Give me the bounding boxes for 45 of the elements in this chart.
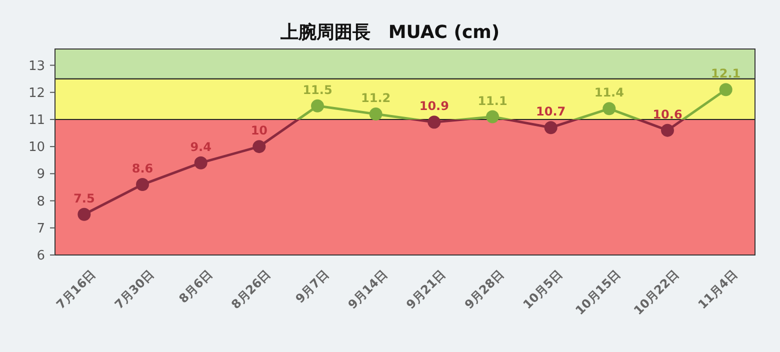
point — [252, 140, 266, 154]
point — [719, 83, 732, 96]
data-label: 10.9 — [419, 99, 449, 114]
x-tick-label: 9月7日 — [292, 267, 332, 306]
point — [486, 110, 499, 124]
data-label: 12.1 — [711, 66, 741, 81]
x-tick-label: 8月6日 — [176, 267, 215, 306]
y-tick-label: 9 — [36, 167, 45, 182]
data-label: 10.6 — [652, 107, 682, 122]
point — [78, 208, 91, 221]
point — [661, 124, 674, 137]
y-tick-label: 7 — [36, 221, 45, 236]
data-label: 9.4 — [190, 140, 212, 154]
x-tick-label: 7月30日 — [112, 267, 157, 312]
point — [602, 102, 616, 116]
point — [194, 156, 208, 170]
data-label: 10 — [250, 124, 268, 138]
data-label: 11.1 — [478, 94, 508, 108]
y-tick-label: 8 — [36, 194, 45, 210]
x-tick-label: 7月16日 — [54, 267, 98, 312]
point — [369, 108, 382, 121]
x-tick-label: 11月4日 — [695, 267, 740, 312]
data-label: 11.2 — [361, 91, 391, 106]
data-label: 10.7 — [536, 104, 566, 119]
point — [136, 178, 149, 192]
x-tick-label: 8月26日 — [228, 267, 274, 312]
point — [428, 116, 441, 129]
data-label: 8.6 — [132, 162, 154, 176]
x-tick-label: 10月22日 — [631, 267, 682, 318]
data-label: 11.4 — [594, 86, 624, 100]
x-tick-label: 9月14日 — [345, 267, 390, 312]
y-tick-label: 12 — [28, 86, 45, 101]
y-tick-label: 10 — [28, 140, 45, 156]
chart-title: 上腕周囲長 MUAC (cm) — [279, 22, 500, 43]
y-tick-label: 11 — [28, 113, 45, 128]
x-tick-label: 9月21日 — [404, 267, 448, 312]
y-tick-label: 6 — [36, 248, 45, 264]
point — [544, 121, 558, 134]
data-label: 11.5 — [302, 82, 332, 97]
point — [311, 99, 324, 112]
x-tick-label: 10月5日 — [520, 267, 565, 312]
x-tick-label: 10月15日 — [572, 267, 624, 318]
x-tick-label: 9月28日 — [462, 267, 507, 312]
data-label: 7.5 — [74, 191, 95, 206]
y-tick-label: 13 — [28, 58, 45, 74]
